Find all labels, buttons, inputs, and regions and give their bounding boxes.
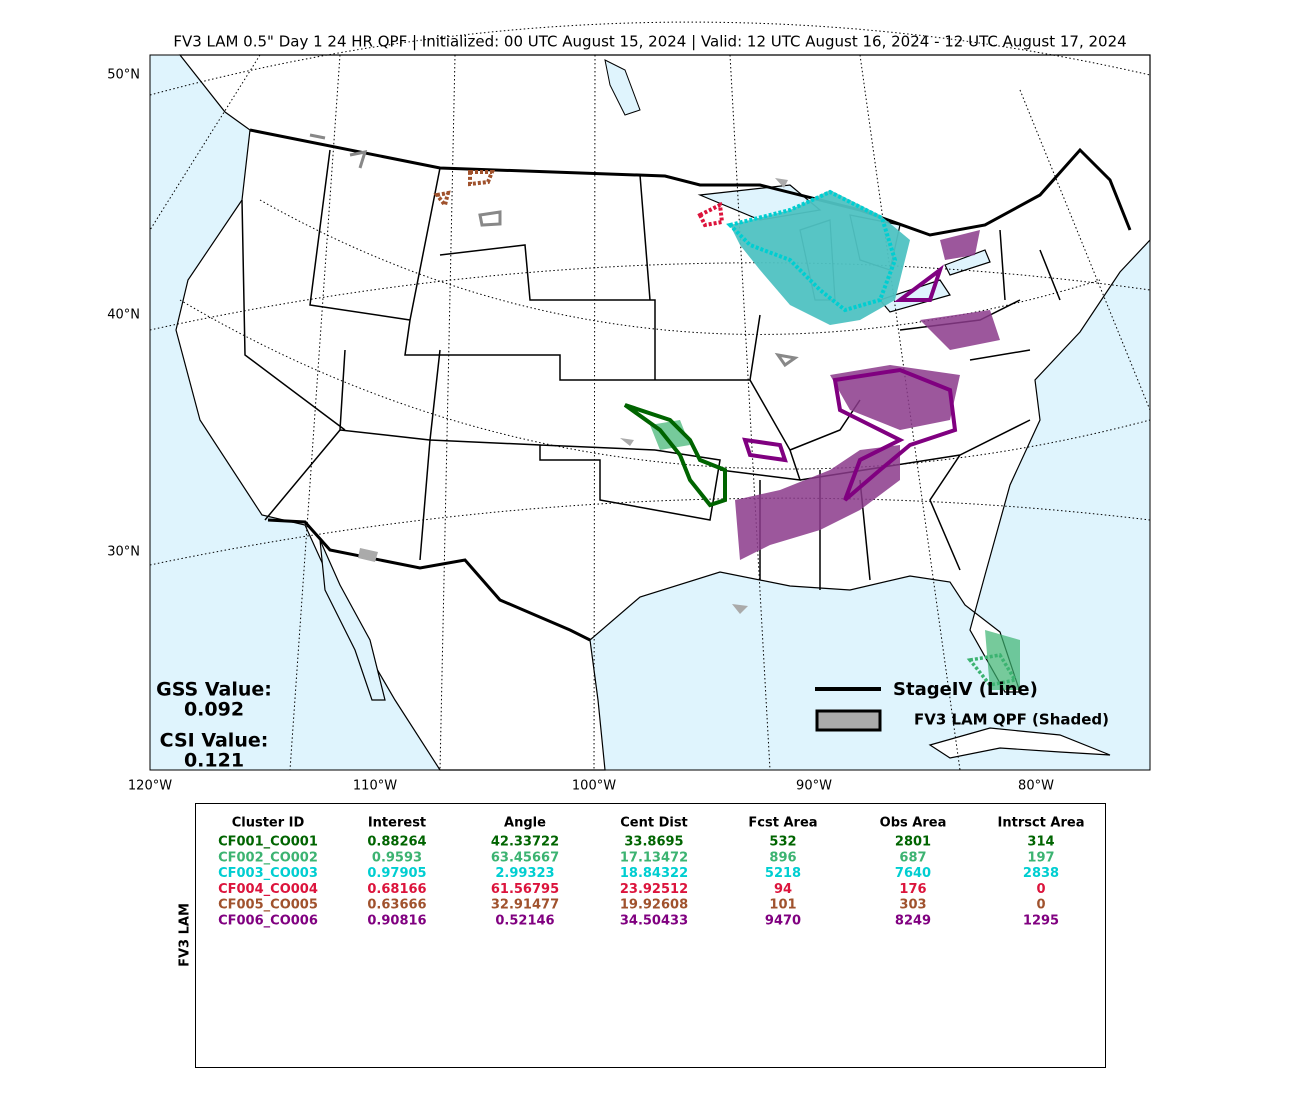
title: FV3 LAM 0.5" Day 1 24 HR QPF | Initializ…: [173, 33, 1126, 51]
table-cell: 314: [1027, 835, 1054, 850]
table-cell: 0: [1036, 898, 1045, 913]
csi-value: 0.121: [184, 750, 244, 772]
table-cell: 8249: [895, 914, 931, 929]
table-header: Cent Dist: [620, 816, 688, 831]
table-cell: 0: [1036, 882, 1045, 897]
lake-winnipeg: [604, 59, 641, 116]
table-frame: [195, 803, 1106, 1068]
table-cell: 2.99323: [495, 866, 554, 881]
table-cell: 0.9593: [372, 850, 422, 865]
lon-label: 80°W: [1018, 779, 1054, 794]
lat-label: 40°N: [107, 308, 140, 323]
table-cell: 42.33722: [491, 835, 559, 850]
table-cell: 63.45667: [491, 850, 559, 865]
table-cell: CF002_CO002: [218, 850, 318, 865]
table-cell: 18.84322: [620, 866, 688, 881]
table-cell: 0.90816: [367, 914, 426, 929]
baja: [319, 539, 386, 701]
table-cell: 9470: [765, 914, 801, 929]
table-cell: 0.68166: [367, 882, 426, 897]
lon-label: 100°W: [572, 779, 616, 794]
table-header: Cluster ID: [232, 816, 305, 831]
table-cell: CF005_CO005: [218, 898, 318, 913]
table-cell: 32.91477: [491, 898, 559, 913]
legend-label: StageIV (Line): [893, 679, 1038, 700]
table-cell: 0.97905: [367, 866, 426, 881]
table-header: Fcst Area: [748, 816, 817, 831]
table-cell: 2801: [895, 835, 931, 850]
table-cell: 7640: [895, 866, 931, 881]
table-cell: 17.13472: [620, 850, 688, 865]
table-cell: 5218: [765, 866, 801, 881]
lon-label: 120°W: [128, 779, 172, 794]
lat-label: 50°N: [107, 68, 140, 83]
table-cell: 197: [1027, 850, 1054, 865]
table-cell: 896: [769, 850, 796, 865]
gss-value: 0.092: [184, 699, 244, 721]
lon-label: 90°W: [796, 779, 832, 794]
table-cell: 23.92512: [620, 882, 688, 897]
map: [149, 21, 1151, 771]
csi-label: CSI Value:: [160, 730, 269, 752]
table-side-label: FV3 LAM: [178, 903, 193, 967]
table-cell: CF004_CO004: [218, 882, 318, 897]
table-header: Intrsct Area: [998, 816, 1085, 831]
land: [175, 54, 1151, 771]
table-cell: CF001_CO001: [218, 835, 318, 850]
table-cell: 0.52146: [495, 914, 554, 929]
table-cell: CF003_CO003: [218, 866, 318, 881]
table-cell: 176: [899, 882, 926, 897]
table-cell: 303: [899, 898, 926, 913]
map-frame: [149, 54, 1151, 771]
table-cell: 61.56795: [491, 882, 559, 897]
lat-label: 30°N: [107, 545, 140, 560]
legend-swatch: [815, 709, 882, 732]
qpf-clusters: [309, 133, 1020, 690]
table: Cluster ID Interest Angle Cent Dist Fcst Are…: [218, 816, 1084, 929]
table-cell: 0.63666: [367, 898, 426, 913]
table-cell: 34.50433: [620, 914, 688, 929]
table-header: Angle: [504, 816, 546, 831]
table-cell: 1295: [1023, 914, 1059, 929]
table-header: Interest: [368, 816, 426, 831]
table-cell: 2838: [1023, 866, 1059, 881]
table-cell: 33.8695: [624, 835, 683, 850]
gss-label: GSS Value:: [156, 679, 272, 701]
table-cell: 532: [769, 835, 796, 850]
table-cell: CF006_CO006: [218, 914, 318, 929]
lon-label: 110°W: [353, 779, 397, 794]
legend-label: FV3 LAM QPF (Shaded): [914, 711, 1109, 729]
table-cell: 687: [899, 850, 926, 865]
table-cell: 19.92608: [620, 898, 688, 913]
table-cell: 94: [774, 882, 792, 897]
table-cell: 101: [769, 898, 796, 913]
table-header: Obs Area: [880, 816, 947, 831]
table-cell: 0.88264: [367, 835, 426, 850]
